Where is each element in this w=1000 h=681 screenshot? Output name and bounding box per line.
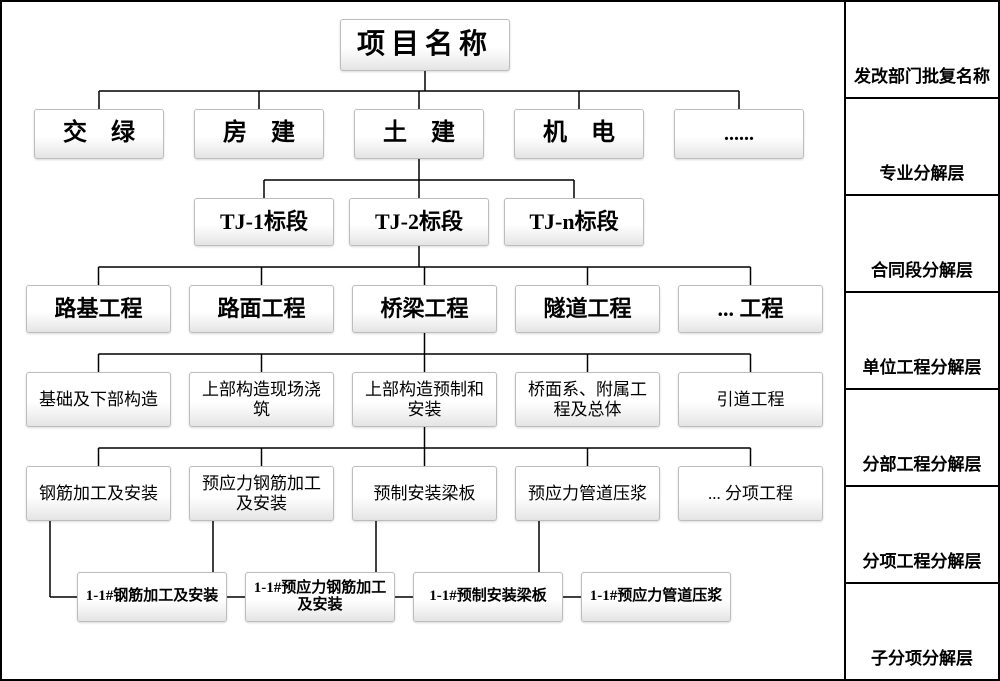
- sidebar-row-2: 合同段分解层: [846, 196, 998, 293]
- node-unit1: 路基工程: [26, 285, 171, 333]
- node-item1: 钢筋加工及安装: [26, 466, 171, 521]
- node-leaf2: 1-1#预应力钢筋加工及安装: [245, 572, 395, 622]
- sidebar-row-3: 单位工程分解层: [846, 293, 998, 390]
- node-sub4: 桥面系、附属工程及总体: [515, 372, 660, 427]
- node-sec3: TJ-n标段: [504, 198, 644, 246]
- node-leaf4: 1-1#预应力管道压浆: [581, 572, 731, 622]
- node-major1: 交 绿: [34, 109, 164, 159]
- node-major2: 房 建: [194, 109, 324, 159]
- node-unit5: ... 工程: [678, 285, 823, 333]
- node-major5: ......: [674, 109, 804, 159]
- node-item2: 预应力钢筋加工及安装: [189, 466, 334, 521]
- outer-frame: 项目名称交 绿房 建土 建机 电...... TJ-1标段 TJ-2标段 TJ-n标段…: [0, 0, 1000, 681]
- node-sub2: 上部构造现场浇筑: [189, 372, 334, 427]
- node-sec2: TJ-2标段: [349, 198, 489, 246]
- node-sec1: TJ-1标段: [194, 198, 334, 246]
- node-sub5: 引道工程: [678, 372, 823, 427]
- sidebar-row-1: 专业分解层: [846, 99, 998, 196]
- node-item5: ... 分项工程: [678, 466, 823, 521]
- diagram-area: 项目名称交 绿房 建土 建机 电...... TJ-1标段 TJ-2标段 TJ-n标段…: [2, 2, 846, 679]
- node-item3: 预制安装梁板: [352, 466, 497, 521]
- sidebar-row-5: 分项工程分解层: [846, 487, 998, 584]
- sidebar-row-4: 分部工程分解层: [846, 390, 998, 487]
- sidebar: 发改部门批复名称专业分解层合同段分解层单位工程分解层分部工程分解层分项工程分解层…: [846, 2, 998, 679]
- node-sub1: 基础及下部构造: [26, 372, 171, 427]
- node-root: 项目名称: [340, 19, 510, 71]
- sidebar-row-6: 子分项分解层: [846, 584, 998, 679]
- sidebar-row-0: 发改部门批复名称: [846, 2, 998, 99]
- node-item4: 预应力管道压浆: [515, 466, 660, 521]
- node-unit4: 隧道工程: [515, 285, 660, 333]
- node-major4: 机 电: [514, 109, 644, 159]
- node-sub3: 上部构造预制和安装: [352, 372, 497, 427]
- node-unit2: 路面工程: [189, 285, 334, 333]
- node-leaf3: 1-1#预制安装梁板: [413, 572, 563, 622]
- node-unit3: 桥梁工程: [352, 285, 497, 333]
- node-leaf1: 1-1#钢筋加工及安装: [77, 572, 227, 622]
- node-major3: 土 建: [354, 109, 484, 159]
